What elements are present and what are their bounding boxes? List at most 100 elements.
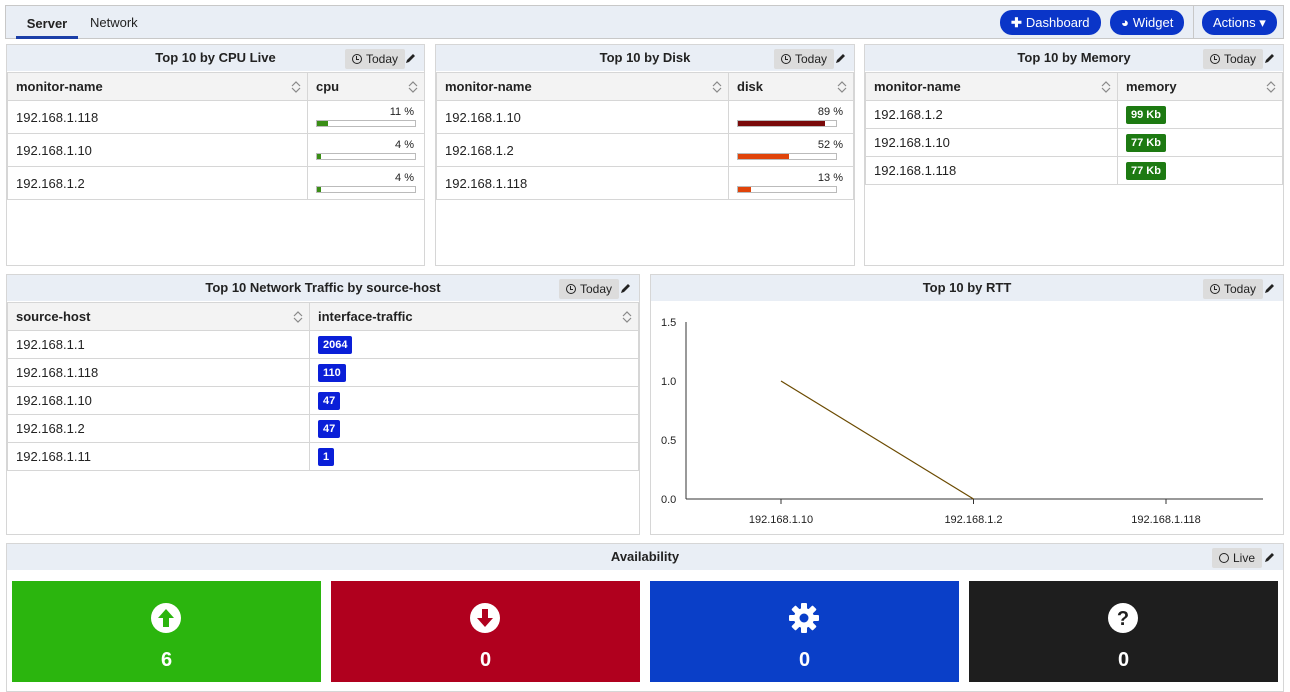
svg-text:?: ?: [1117, 608, 1129, 630]
source-host-cell: 192.168.1.10: [7, 386, 310, 415]
monitor-name-cell: 192.168.1.118: [7, 100, 308, 134]
table-row[interactable]: 192.168.1.2 47: [7, 414, 639, 443]
table-row[interactable]: 192.168.1.10 4 %: [7, 133, 425, 167]
monitor-name-cell: 192.168.1.118: [865, 156, 1118, 185]
monitor-name-cell: 192.168.1.10: [436, 100, 729, 134]
sort-icon[interactable]: [293, 310, 303, 324]
table-row[interactable]: 192.168.1.10 47: [7, 386, 639, 415]
edit-pencil-icon[interactable]: [1264, 551, 1276, 563]
rtt-range-button[interactable]: Today: [1203, 279, 1264, 299]
y-tick-label: 0.5: [661, 435, 676, 447]
table-row[interactable]: 192.168.1.10 77 Kb: [865, 128, 1283, 157]
memory-panel-title: Top 10 by Memory: [1017, 50, 1131, 65]
availability-range-button[interactable]: Live: [1212, 548, 1263, 568]
column-header-disk[interactable]: disk: [728, 72, 854, 101]
monitor-name-cell: 192.168.1.2: [7, 166, 308, 200]
sort-icon[interactable]: [408, 80, 418, 94]
top-tab-bar: Server Network ✚ Dashboard ◕ Widget Action…: [5, 5, 1284, 39]
availability-tile-unknown[interactable]: ? 0: [969, 581, 1278, 682]
availability-tile-down[interactable]: 0: [331, 581, 640, 682]
availability-panel-header: [7, 544, 1283, 570]
sort-icon[interactable]: [622, 310, 632, 324]
cpu-progress-fill: [317, 154, 321, 159]
memory-badge: 77 Kb: [1126, 161, 1166, 180]
add-dashboard-button[interactable]: ✚ Dashboard: [1000, 10, 1101, 35]
arrow-up-circle-icon: [151, 603, 181, 633]
dashboard-button-label: Dashboard: [1025, 15, 1090, 30]
edit-pencil-icon[interactable]: [620, 282, 632, 294]
edit-pencil-icon[interactable]: [405, 52, 417, 64]
availability-count-up: 6: [160, 649, 173, 671]
sort-icon[interactable]: [1266, 80, 1276, 94]
interface-traffic-cell: 110: [309, 358, 639, 387]
table-row[interactable]: 192.168.1.1 2064: [7, 330, 639, 359]
column-header-source-host[interactable]: source-host: [7, 302, 310, 331]
column-header-monitor-name[interactable]: monitor-name: [436, 72, 729, 101]
table-row[interactable]: 192.168.1.2 52 %: [436, 133, 854, 167]
clock-icon: [566, 284, 576, 294]
table-row[interactable]: 192.168.1.118 77 Kb: [865, 156, 1283, 185]
cpu-panel: Top 10 by CPU Live Today monitor-name cp…: [6, 44, 425, 266]
traffic-range-button[interactable]: Today: [559, 279, 620, 299]
memory-badge: 77 Kb: [1126, 133, 1166, 152]
traffic-panel-title: Top 10 Network Traffic by source-host: [205, 280, 441, 295]
table-row[interactable]: 192.168.1.11 1: [7, 442, 639, 471]
availability-panel: Availability Live 6 0 0 ? 0: [6, 543, 1284, 692]
source-host-cell: 192.168.1.11: [7, 442, 310, 471]
plus-icon: ✚: [1011, 15, 1022, 30]
column-header-memory[interactable]: memory: [1117, 72, 1283, 101]
cpu-progress-fill: [317, 187, 321, 192]
traffic-badge: 47: [318, 391, 341, 410]
sort-icon[interactable]: [1101, 80, 1111, 94]
disk-progress-fill: [738, 121, 826, 126]
table-row[interactable]: 192.168.1.2 99 Kb: [865, 100, 1283, 129]
edit-pencil-icon[interactable]: [1264, 52, 1276, 64]
rtt-range-label: Today: [1224, 282, 1257, 296]
interface-traffic-cell: 47: [309, 386, 639, 415]
cpu-progress-fill: [317, 121, 328, 126]
cpu-table: monitor-name cpu 192.168.1.118 11 % 192.16…: [7, 72, 425, 200]
cpu-percent-label: 4 %: [395, 139, 414, 151]
cpu-percent-label: 4 %: [395, 172, 414, 184]
column-header-interface-traffic[interactable]: interface-traffic: [309, 302, 639, 331]
table-row[interactable]: 192.168.1.2 4 %: [7, 166, 425, 200]
column-header-monitor-name[interactable]: monitor-name: [7, 72, 308, 101]
edit-pencil-icon[interactable]: [835, 52, 847, 64]
sort-icon[interactable]: [837, 80, 847, 94]
cpu-range-button[interactable]: Today: [345, 49, 406, 69]
column-header-monitor-name[interactable]: monitor-name: [865, 72, 1118, 101]
cpu-progress-bar: [316, 186, 416, 193]
memory-range-button[interactable]: Today: [1203, 49, 1264, 69]
table-row[interactable]: 192.168.1.10 89 %: [436, 100, 854, 134]
disk-progress-fill: [738, 154, 789, 159]
availability-count-down: 0: [479, 649, 492, 671]
toolbar-divider: [1193, 6, 1194, 39]
disk-progress-bar: [737, 153, 837, 160]
availability-tile-maintenance[interactable]: 0: [650, 581, 959, 682]
edit-pencil-icon[interactable]: [1264, 282, 1276, 294]
sort-icon[interactable]: [291, 80, 301, 94]
cpu-percent-label: 11 %: [389, 106, 414, 118]
interface-traffic-cell: 47: [309, 414, 639, 443]
memory-badge: 99 Kb: [1126, 105, 1166, 124]
disk-progress-fill: [738, 187, 751, 192]
pie-chart-icon: ◕: [1121, 15, 1129, 30]
column-header-cpu[interactable]: cpu: [307, 72, 425, 101]
table-row[interactable]: 192.168.1.118 11 %: [7, 100, 425, 134]
sort-icon[interactable]: [712, 80, 722, 94]
disk-range-button[interactable]: Today: [774, 49, 835, 69]
clock-icon: [352, 54, 362, 64]
monitor-name-cell: 192.168.1.118: [436, 166, 729, 200]
actions-dropdown-button[interactable]: Actions ▾: [1202, 10, 1277, 35]
table-row[interactable]: 192.168.1.118 13 %: [436, 166, 854, 200]
traffic-panel: Top 10 Network Traffic by source-host To…: [6, 274, 640, 535]
availability-tile-up[interactable]: 6: [12, 581, 321, 682]
table-row[interactable]: 192.168.1.118 110: [7, 358, 639, 387]
widget-button[interactable]: ◕ Widget: [1110, 10, 1185, 35]
tab-network[interactable]: Network: [90, 15, 138, 30]
disk-cell: 52 %: [728, 133, 854, 167]
tab-server[interactable]: Server: [16, 6, 78, 39]
rtt-series-line: [780, 380, 974, 500]
interface-traffic-cell: 1: [309, 442, 639, 471]
rtt-panel-header: [651, 275, 1283, 301]
